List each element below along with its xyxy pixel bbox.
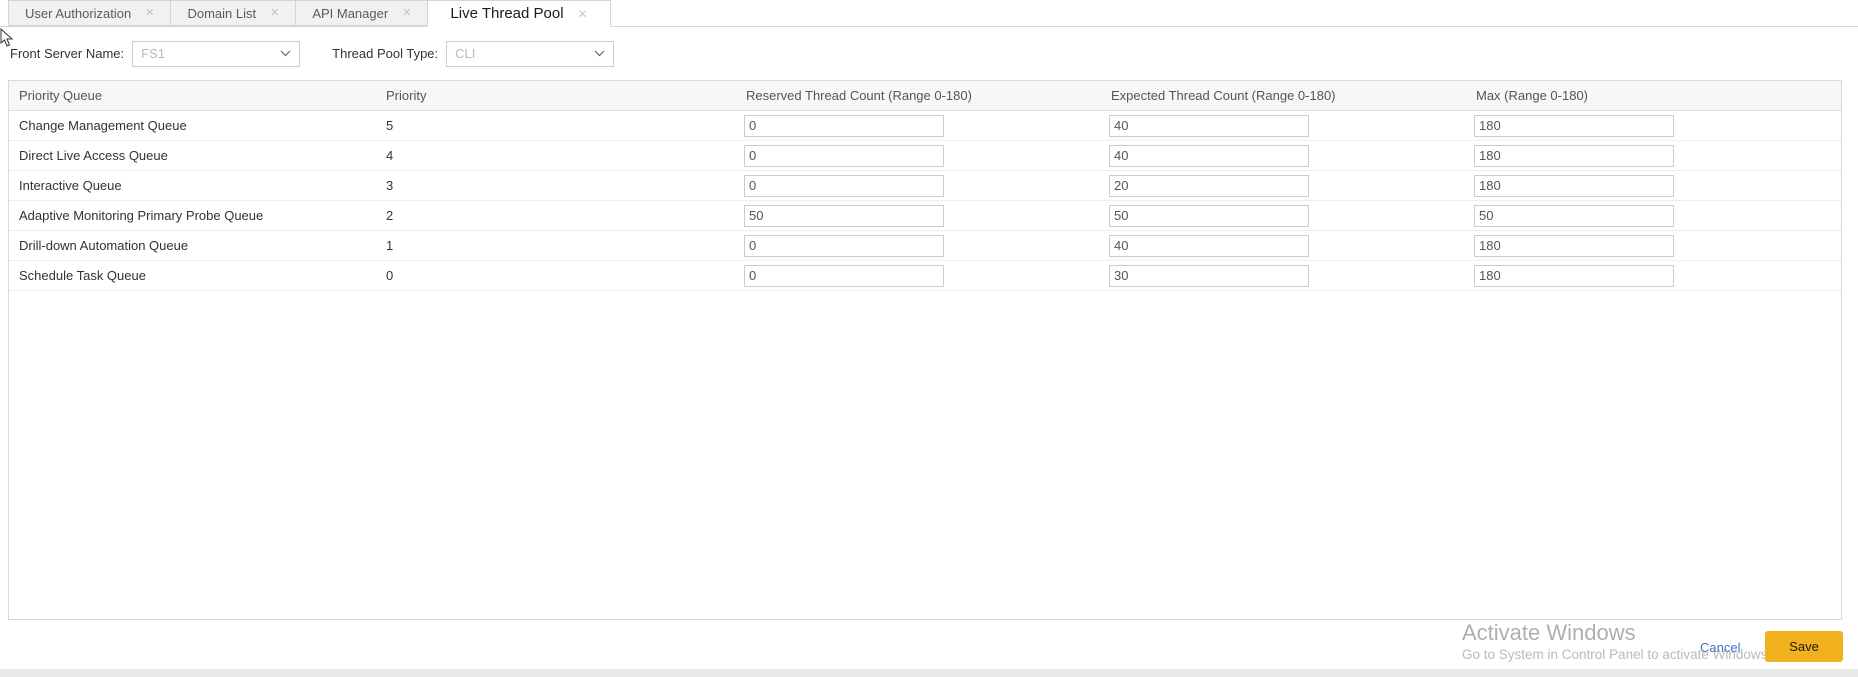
col-header-priority-queue: Priority Queue xyxy=(19,88,103,103)
queue-name: Direct Live Access Queue xyxy=(19,148,168,163)
thread-pool-table: Priority Queue Priority Reserved Thread … xyxy=(8,80,1842,620)
queue-name: Drill-down Automation Queue xyxy=(19,238,189,253)
max-thread-count-input[interactable] xyxy=(1474,144,1674,167)
tab-live-thread-pool[interactable]: Live Thread Pool ✕ xyxy=(427,0,611,27)
thread-pool-type-value: CLI xyxy=(455,46,476,61)
cancel-button[interactable]: Cancel xyxy=(1700,640,1741,655)
tab-domain-list[interactable]: Domain List ✕ xyxy=(170,0,297,26)
tab-label: User Authorization xyxy=(25,5,132,21)
activate-windows-watermark-subtitle: Go to System in Control Panel to activat… xyxy=(1462,647,1772,662)
reserved-thread-count-input[interactable] xyxy=(744,204,944,227)
priority-value: 1 xyxy=(386,238,394,253)
activate-windows-watermark: Activate Windows xyxy=(1462,620,1636,645)
tab-bar: User Authorization ✕ Domain List ✕ API M… xyxy=(0,0,1858,27)
expected-thread-count-input[interactable] xyxy=(1109,264,1309,287)
col-header-expected: Expected Thread Count (Range 0-180) xyxy=(1111,88,1336,103)
chevron-down-icon xyxy=(594,50,605,57)
priority-value: 2 xyxy=(386,208,394,223)
reserved-thread-count-input[interactable] xyxy=(744,144,944,167)
tab-user-authorization[interactable]: User Authorization ✕ xyxy=(8,0,172,26)
chevron-down-icon xyxy=(280,50,291,57)
expected-thread-count-input[interactable] xyxy=(1109,114,1309,137)
table-header-row: Priority Queue Priority Reserved Thread … xyxy=(9,81,1841,111)
front-server-name-select[interactable]: FS1 xyxy=(132,40,301,67)
priority-value: 0 xyxy=(386,268,394,283)
save-button[interactable]: Save xyxy=(1765,631,1843,662)
col-header-reserved: Reserved Thread Count (Range 0-180) xyxy=(746,88,972,103)
thread-pool-type-select[interactable]: CLI xyxy=(446,40,615,67)
table-row: Schedule Task Queue 0 xyxy=(9,261,1841,291)
table-row: Adaptive Monitoring Primary Probe Queue … xyxy=(9,201,1841,231)
thread-pool-type-label: Thread Pool Type: xyxy=(332,46,439,61)
col-header-max: Max (Range 0-180) xyxy=(1476,88,1588,103)
max-thread-count-input[interactable] xyxy=(1474,174,1674,197)
table-row: Direct Live Access Queue 4 xyxy=(9,141,1841,171)
close-icon[interactable]: ✕ xyxy=(402,6,412,19)
col-header-priority: Priority xyxy=(386,88,427,103)
front-server-name-value: FS1 xyxy=(141,46,165,61)
expected-thread-count-input[interactable] xyxy=(1109,174,1309,197)
tab-label: Live Thread Pool xyxy=(450,5,564,22)
expected-thread-count-input[interactable] xyxy=(1109,204,1309,227)
table-row: Change Management Queue 5 xyxy=(9,111,1841,141)
table-row: Drill-down Automation Queue 1 xyxy=(9,231,1841,261)
max-thread-count-input[interactable] xyxy=(1474,264,1674,287)
expected-thread-count-input[interactable] xyxy=(1109,234,1309,257)
close-icon[interactable]: ✕ xyxy=(145,6,155,19)
reserved-thread-count-input[interactable] xyxy=(744,264,944,287)
tab-label: API Manager xyxy=(312,5,389,21)
queue-name: Schedule Task Queue xyxy=(19,268,146,283)
priority-value: 3 xyxy=(386,178,394,193)
queue-name: Adaptive Monitoring Primary Probe Queue xyxy=(19,208,264,223)
queue-name: Interactive Queue xyxy=(19,178,122,193)
table-row: Interactive Queue 3 xyxy=(9,171,1841,201)
max-thread-count-input[interactable] xyxy=(1474,234,1674,257)
reserved-thread-count-input[interactable] xyxy=(744,114,944,137)
reserved-thread-count-input[interactable] xyxy=(744,234,944,257)
expected-thread-count-input[interactable] xyxy=(1109,144,1309,167)
priority-value: 5 xyxy=(386,118,394,133)
queue-name: Change Management Queue xyxy=(19,118,187,133)
front-server-name-label: Front Server Name: xyxy=(10,46,125,61)
close-icon[interactable]: ✕ xyxy=(577,6,588,21)
tab-api-manager[interactable]: API Manager ✕ xyxy=(295,0,429,26)
max-thread-count-input[interactable] xyxy=(1474,114,1674,137)
tab-label: Domain List xyxy=(187,5,257,21)
reserved-thread-count-input[interactable] xyxy=(744,174,944,197)
filter-bar: Front Server Name: FS1 Thread Pool Type:… xyxy=(0,27,1858,80)
bottom-edge-strip xyxy=(0,669,1858,677)
priority-value: 4 xyxy=(386,148,394,163)
max-thread-count-input[interactable] xyxy=(1474,204,1674,227)
mouse-cursor-icon xyxy=(0,28,14,47)
close-icon[interactable]: ✕ xyxy=(270,6,280,19)
